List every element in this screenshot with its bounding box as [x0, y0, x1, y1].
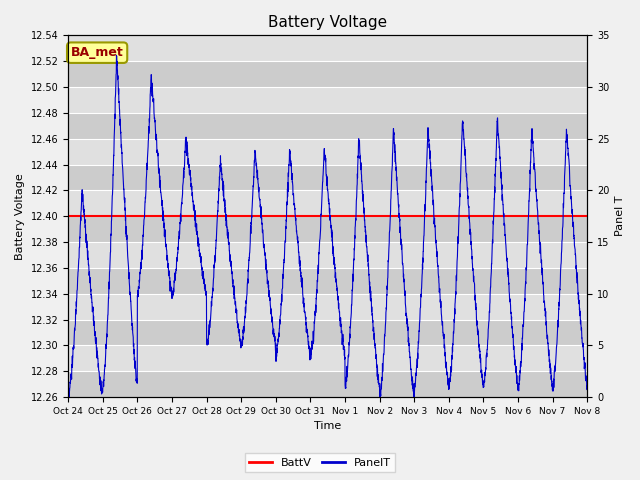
Bar [68, 87, 588, 113]
Bar [68, 346, 588, 372]
Bar [68, 268, 588, 294]
Bar [68, 372, 588, 397]
Bar [68, 139, 588, 165]
Y-axis label: Panel T: Panel T [615, 196, 625, 237]
Bar [68, 191, 588, 216]
Bar [68, 216, 588, 242]
Bar [68, 165, 588, 191]
Bar [68, 242, 588, 268]
Bar [68, 61, 588, 87]
Bar [68, 113, 588, 139]
Title: Battery Voltage: Battery Voltage [268, 15, 387, 30]
Text: BA_met: BA_met [71, 46, 124, 59]
Bar [68, 320, 588, 346]
Bar [68, 294, 588, 320]
Legend: BattV, PanelT: BattV, PanelT [245, 453, 395, 472]
Y-axis label: Battery Voltage: Battery Voltage [15, 173, 25, 260]
X-axis label: Time: Time [314, 421, 341, 432]
Bar [68, 36, 588, 61]
